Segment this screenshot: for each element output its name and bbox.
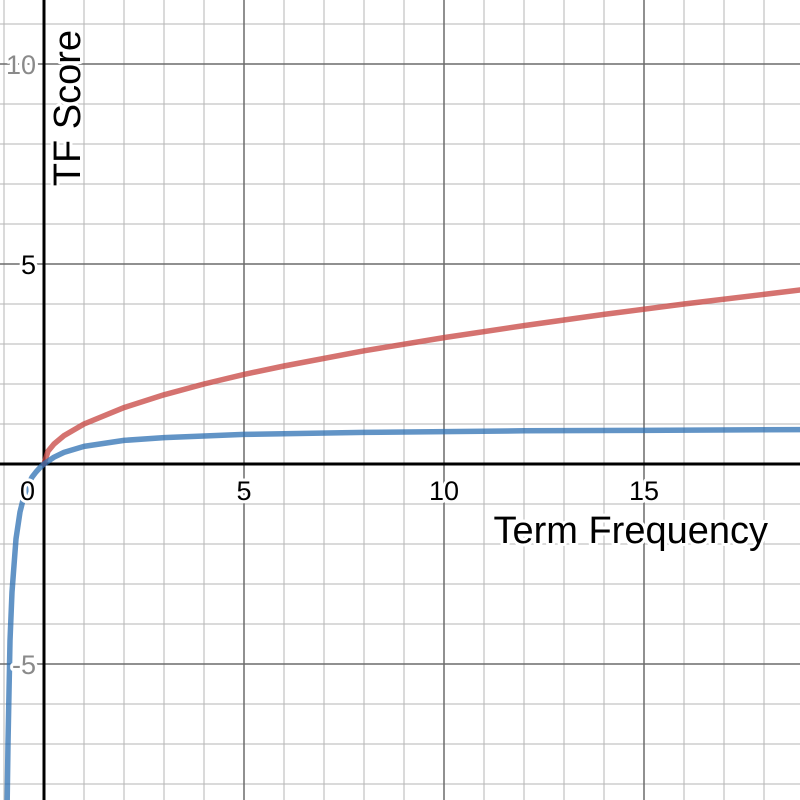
x-tick-label: 10 xyxy=(429,476,459,506)
tick-labels: 0 5 10 15 10 5 -5 xyxy=(3,47,662,683)
y-tick-label: 5 xyxy=(21,250,36,280)
series-curves xyxy=(4,287,800,800)
y-tick-label: -5 xyxy=(12,650,36,680)
x-tick-label: 15 xyxy=(629,476,659,506)
y-axis-label: TF Score xyxy=(47,30,89,186)
x-axis-label: Term Frequency xyxy=(493,510,768,552)
y-tick-label: 10 xyxy=(6,50,36,80)
series-line-2 xyxy=(4,426,800,800)
x-tick-label: 5 xyxy=(236,476,251,506)
x-tick-label: 0 xyxy=(20,476,35,506)
series-line-1 xyxy=(41,287,800,467)
